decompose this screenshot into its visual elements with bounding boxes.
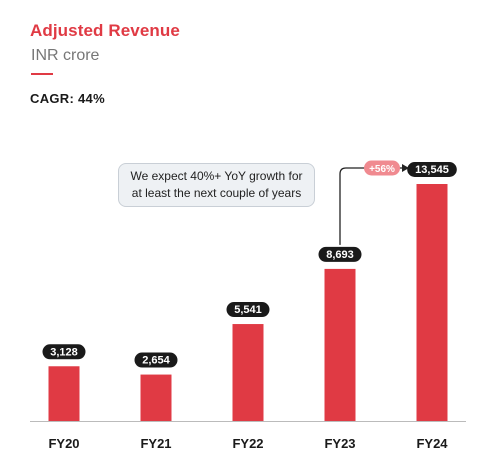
chart-subtitle: INR crore: [31, 47, 100, 64]
growth-badge: [364, 160, 400, 176]
data-label-pill: [407, 162, 457, 177]
chart-title: Adjusted Revenue: [30, 21, 180, 40]
bar-fy24: [416, 184, 448, 421]
cagr-label: CAGR: 44%: [30, 91, 105, 106]
growth-connector: [339, 167, 402, 245]
bar-fy20: [48, 366, 80, 421]
growth-arrow-head: [402, 164, 409, 172]
title-divider: [31, 73, 53, 75]
x-tick-label: FY23: [324, 436, 355, 451]
bar-fy23: [324, 268, 356, 421]
growth-badge-label: +56%: [369, 164, 395, 175]
data-label: 8,693: [326, 249, 354, 261]
data-label-pill: [134, 352, 178, 368]
data-label: 3,128: [50, 346, 78, 358]
growth-note-callout: We expect 40%+ YoY growth for at least t…: [118, 163, 315, 207]
x-tick-label: FY22: [232, 436, 263, 451]
bar-fy21: [140, 374, 172, 421]
bar-fy22: [232, 324, 264, 421]
data-label: 13,545: [415, 164, 449, 176]
x-tick-label: FY24: [416, 436, 448, 451]
data-label-pill: [318, 246, 362, 262]
data-label-pill: [226, 302, 270, 318]
data-label: 2,654: [142, 355, 170, 367]
x-tick-label: FY20: [48, 436, 79, 451]
data-label-pill: [42, 344, 86, 360]
x-tick-label: FY21: [140, 436, 171, 451]
data-label: 5,541: [234, 304, 262, 316]
